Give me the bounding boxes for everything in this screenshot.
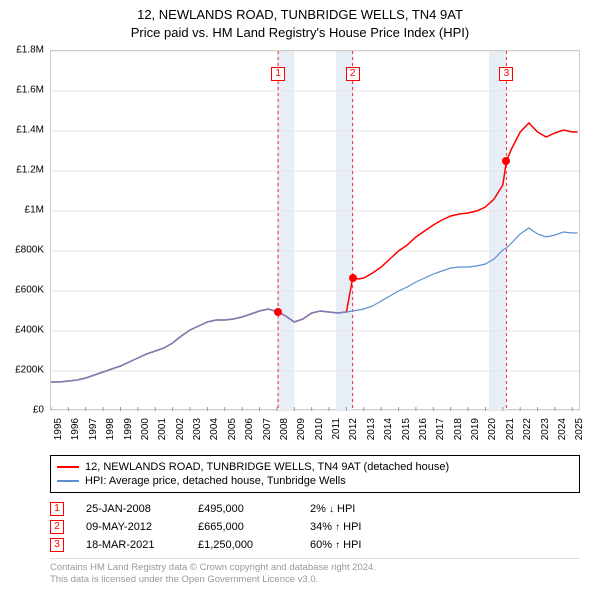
trade-price: £665,000 bbox=[198, 521, 288, 533]
trade-row: 3 18-MAR-2021 £1,250,000 60% ↑ HPI bbox=[50, 536, 580, 554]
trade-row: 2 09-MAY-2012 £665,000 34% ↑ HPI bbox=[50, 518, 580, 536]
x-tick-label: 2021 bbox=[505, 418, 516, 440]
trade-marker-label: 1 bbox=[271, 67, 285, 81]
x-tick-label: 2017 bbox=[435, 418, 446, 440]
trade-price: £1,250,000 bbox=[198, 539, 288, 551]
x-tick-label: 2005 bbox=[227, 418, 238, 440]
x-tick-label: 2015 bbox=[401, 418, 412, 440]
title-subtitle: Price paid vs. HM Land Registry's House … bbox=[0, 24, 600, 42]
trade-date: 18-MAR-2021 bbox=[86, 539, 176, 551]
x-tick-label: 2009 bbox=[296, 418, 307, 440]
trade-marker-dot bbox=[502, 157, 510, 165]
y-tick-label: £400K bbox=[15, 325, 44, 336]
y-tick-label: £800K bbox=[15, 245, 44, 256]
x-tick-label: 2023 bbox=[540, 418, 551, 440]
x-tick-label: 2002 bbox=[175, 418, 186, 440]
trade-delta: 60% ↑ HPI bbox=[310, 539, 390, 551]
x-tick-label: 2025 bbox=[574, 418, 585, 440]
x-tick-label: 2001 bbox=[157, 418, 168, 440]
legend-row-property: 12, NEWLANDS ROAD, TUNBRIDGE WELLS, TN4 … bbox=[57, 460, 573, 474]
legend-swatch-hpi bbox=[57, 480, 79, 482]
x-tick-label: 2011 bbox=[331, 418, 342, 440]
trade-price: £495,000 bbox=[198, 503, 288, 515]
trade-delta: 2% ↓ HPI bbox=[310, 503, 390, 515]
x-tick-label: 2006 bbox=[244, 418, 255, 440]
trade-marker-dot bbox=[274, 308, 282, 316]
trade-date: 09-MAY-2012 bbox=[86, 521, 176, 533]
legend-label-hpi: HPI: Average price, detached house, Tunb… bbox=[85, 475, 346, 487]
x-tick-label: 2013 bbox=[366, 418, 377, 440]
y-tick-label: £600K bbox=[15, 285, 44, 296]
x-tick-label: 2014 bbox=[383, 418, 394, 440]
trade-delta: 34% ↑ HPI bbox=[310, 521, 390, 533]
footer-line2: This data is licensed under the Open Gov… bbox=[50, 574, 580, 586]
x-tick-label: 2020 bbox=[487, 418, 498, 440]
x-tick-label: 2010 bbox=[314, 418, 325, 440]
trade-date: 25-JAN-2008 bbox=[86, 503, 176, 515]
x-tick-label: 2004 bbox=[209, 418, 220, 440]
trade-index-box: 3 bbox=[50, 538, 64, 552]
x-tick-label: 2016 bbox=[418, 418, 429, 440]
footer-line1: Contains HM Land Registry data © Crown c… bbox=[50, 562, 580, 574]
x-tick-label: 2012 bbox=[348, 418, 359, 440]
trade-row: 1 25-JAN-2008 £495,000 2% ↓ HPI bbox=[50, 500, 580, 518]
trade-index-box: 2 bbox=[50, 520, 64, 534]
trade-marker-dot bbox=[349, 274, 357, 282]
footer-attribution: Contains HM Land Registry data © Crown c… bbox=[50, 558, 580, 586]
x-tick-label: 2000 bbox=[140, 418, 151, 440]
chart-legend: 12, NEWLANDS ROAD, TUNBRIDGE WELLS, TN4 … bbox=[50, 455, 580, 493]
y-axis-labels: £0£200K£400K£600K£800K£1M£1.2M£1.4M£1.6M… bbox=[0, 50, 48, 410]
trade-table: 1 25-JAN-2008 £495,000 2% ↓ HPI 2 09-MAY-2012… bbox=[50, 500, 580, 554]
x-tick-label: 2019 bbox=[470, 418, 481, 440]
y-tick-label: £200K bbox=[15, 365, 44, 376]
y-tick-label: £1M bbox=[25, 205, 44, 216]
title-address: 12, NEWLANDS ROAD, TUNBRIDGE WELLS, TN4 … bbox=[0, 6, 600, 24]
trade-marker-label: 3 bbox=[499, 67, 513, 81]
x-tick-label: 2024 bbox=[557, 418, 568, 440]
chart-plot-area: 1 2 3 bbox=[50, 50, 580, 410]
y-tick-label: £1.2M bbox=[16, 165, 44, 176]
legend-row-hpi: HPI: Average price, detached house, Tunb… bbox=[57, 474, 573, 488]
x-tick-label: 2008 bbox=[279, 418, 290, 440]
trade-marker-label: 2 bbox=[346, 67, 360, 81]
x-tick-label: 2018 bbox=[453, 418, 464, 440]
legend-label-property: 12, NEWLANDS ROAD, TUNBRIDGE WELLS, TN4 … bbox=[85, 461, 449, 473]
x-tick-label: 1998 bbox=[105, 418, 116, 440]
x-tick-label: 1995 bbox=[53, 418, 64, 440]
y-tick-label: £1.8M bbox=[16, 45, 44, 56]
x-tick-label: 2022 bbox=[522, 418, 533, 440]
legend-swatch-property bbox=[57, 466, 79, 468]
y-tick-label: £1.4M bbox=[16, 125, 44, 136]
x-tick-label: 1997 bbox=[88, 418, 99, 440]
x-tick-label: 1996 bbox=[70, 418, 81, 440]
y-tick-label: £1.6M bbox=[16, 85, 44, 96]
chart-svg bbox=[51, 51, 581, 411]
x-tick-label: 2007 bbox=[262, 418, 273, 440]
x-tick-label: 2003 bbox=[192, 418, 203, 440]
x-tick-label: 1999 bbox=[123, 418, 134, 440]
y-tick-label: £0 bbox=[33, 405, 44, 416]
trade-index-box: 1 bbox=[50, 502, 64, 516]
chart-title: 12, NEWLANDS ROAD, TUNBRIDGE WELLS, TN4 … bbox=[0, 0, 600, 41]
